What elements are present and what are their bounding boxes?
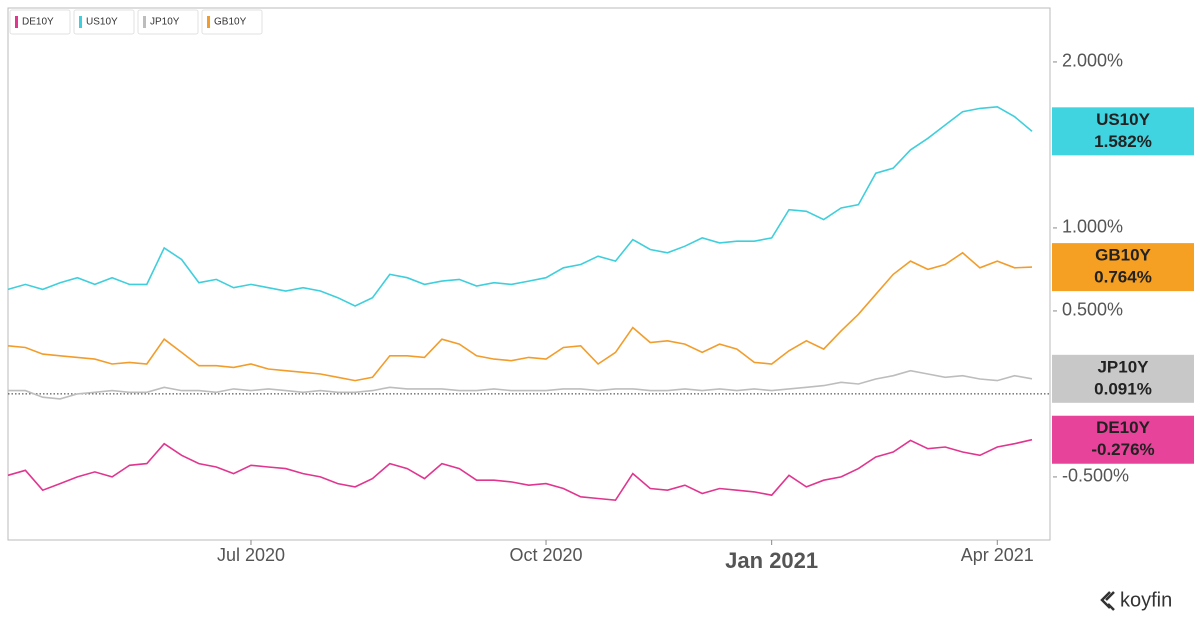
last-value-name: US10Y <box>1096 110 1151 129</box>
last-value-box <box>1052 354 1194 403</box>
brand-icon <box>1100 591 1115 611</box>
legend-item: GB10Y <box>201 9 263 35</box>
series-line <box>8 369 1033 400</box>
legend-swatch <box>207 16 210 28</box>
last-value-label: 0.091% <box>1094 379 1152 398</box>
last-value-label: 1.582% <box>1094 132 1152 151</box>
legend-box <box>9 9 71 35</box>
series-line <box>7 105 1033 307</box>
last-value-box <box>1052 107 1194 156</box>
legend-label: GB10Y <box>214 17 247 28</box>
y-tick-label: 0.500% <box>1062 300 1123 320</box>
legend-label: DE10Y <box>22 17 54 28</box>
series-line <box>7 438 1033 502</box>
legend-label: US10Y <box>86 17 118 28</box>
legend-box <box>73 9 135 35</box>
x-tick-label: Jul 2020 <box>217 545 285 565</box>
legend-swatch <box>15 16 18 28</box>
brand-logo: koyfin <box>1100 589 1172 611</box>
legend-item: US10Y <box>73 9 135 35</box>
last-value-box <box>1052 243 1194 292</box>
series-line <box>7 251 1033 382</box>
legend-item: DE10Y <box>9 9 71 35</box>
y-tick-label: 2.000% <box>1062 51 1123 71</box>
x-tick-label: Apr 2021 <box>961 545 1034 565</box>
last-value-label: -0.276% <box>1091 440 1154 459</box>
brand-name: koyfin <box>1120 589 1172 611</box>
legend-item: JP10Y <box>137 9 199 35</box>
legend-box <box>137 9 199 35</box>
last-value-name: DE10Y <box>1096 418 1151 437</box>
legend-label: JP10Y <box>150 17 180 28</box>
last-value-name: GB10Y <box>1095 246 1151 265</box>
x-tick-label: Oct 2020 <box>510 545 583 565</box>
y-tick-label: -0.500% <box>1062 466 1129 486</box>
last-value-box <box>1052 415 1194 464</box>
plot-frame <box>7 7 1051 541</box>
x-tick-label: Jan 2021 <box>725 548 818 573</box>
y-tick-label: 1.000% <box>1062 217 1123 237</box>
legend-swatch <box>79 16 82 28</box>
last-value-label: 0.764% <box>1094 268 1152 287</box>
last-value-name: JP10Y <box>1097 357 1149 376</box>
legend-swatch <box>143 16 146 28</box>
legend-box <box>201 9 263 35</box>
